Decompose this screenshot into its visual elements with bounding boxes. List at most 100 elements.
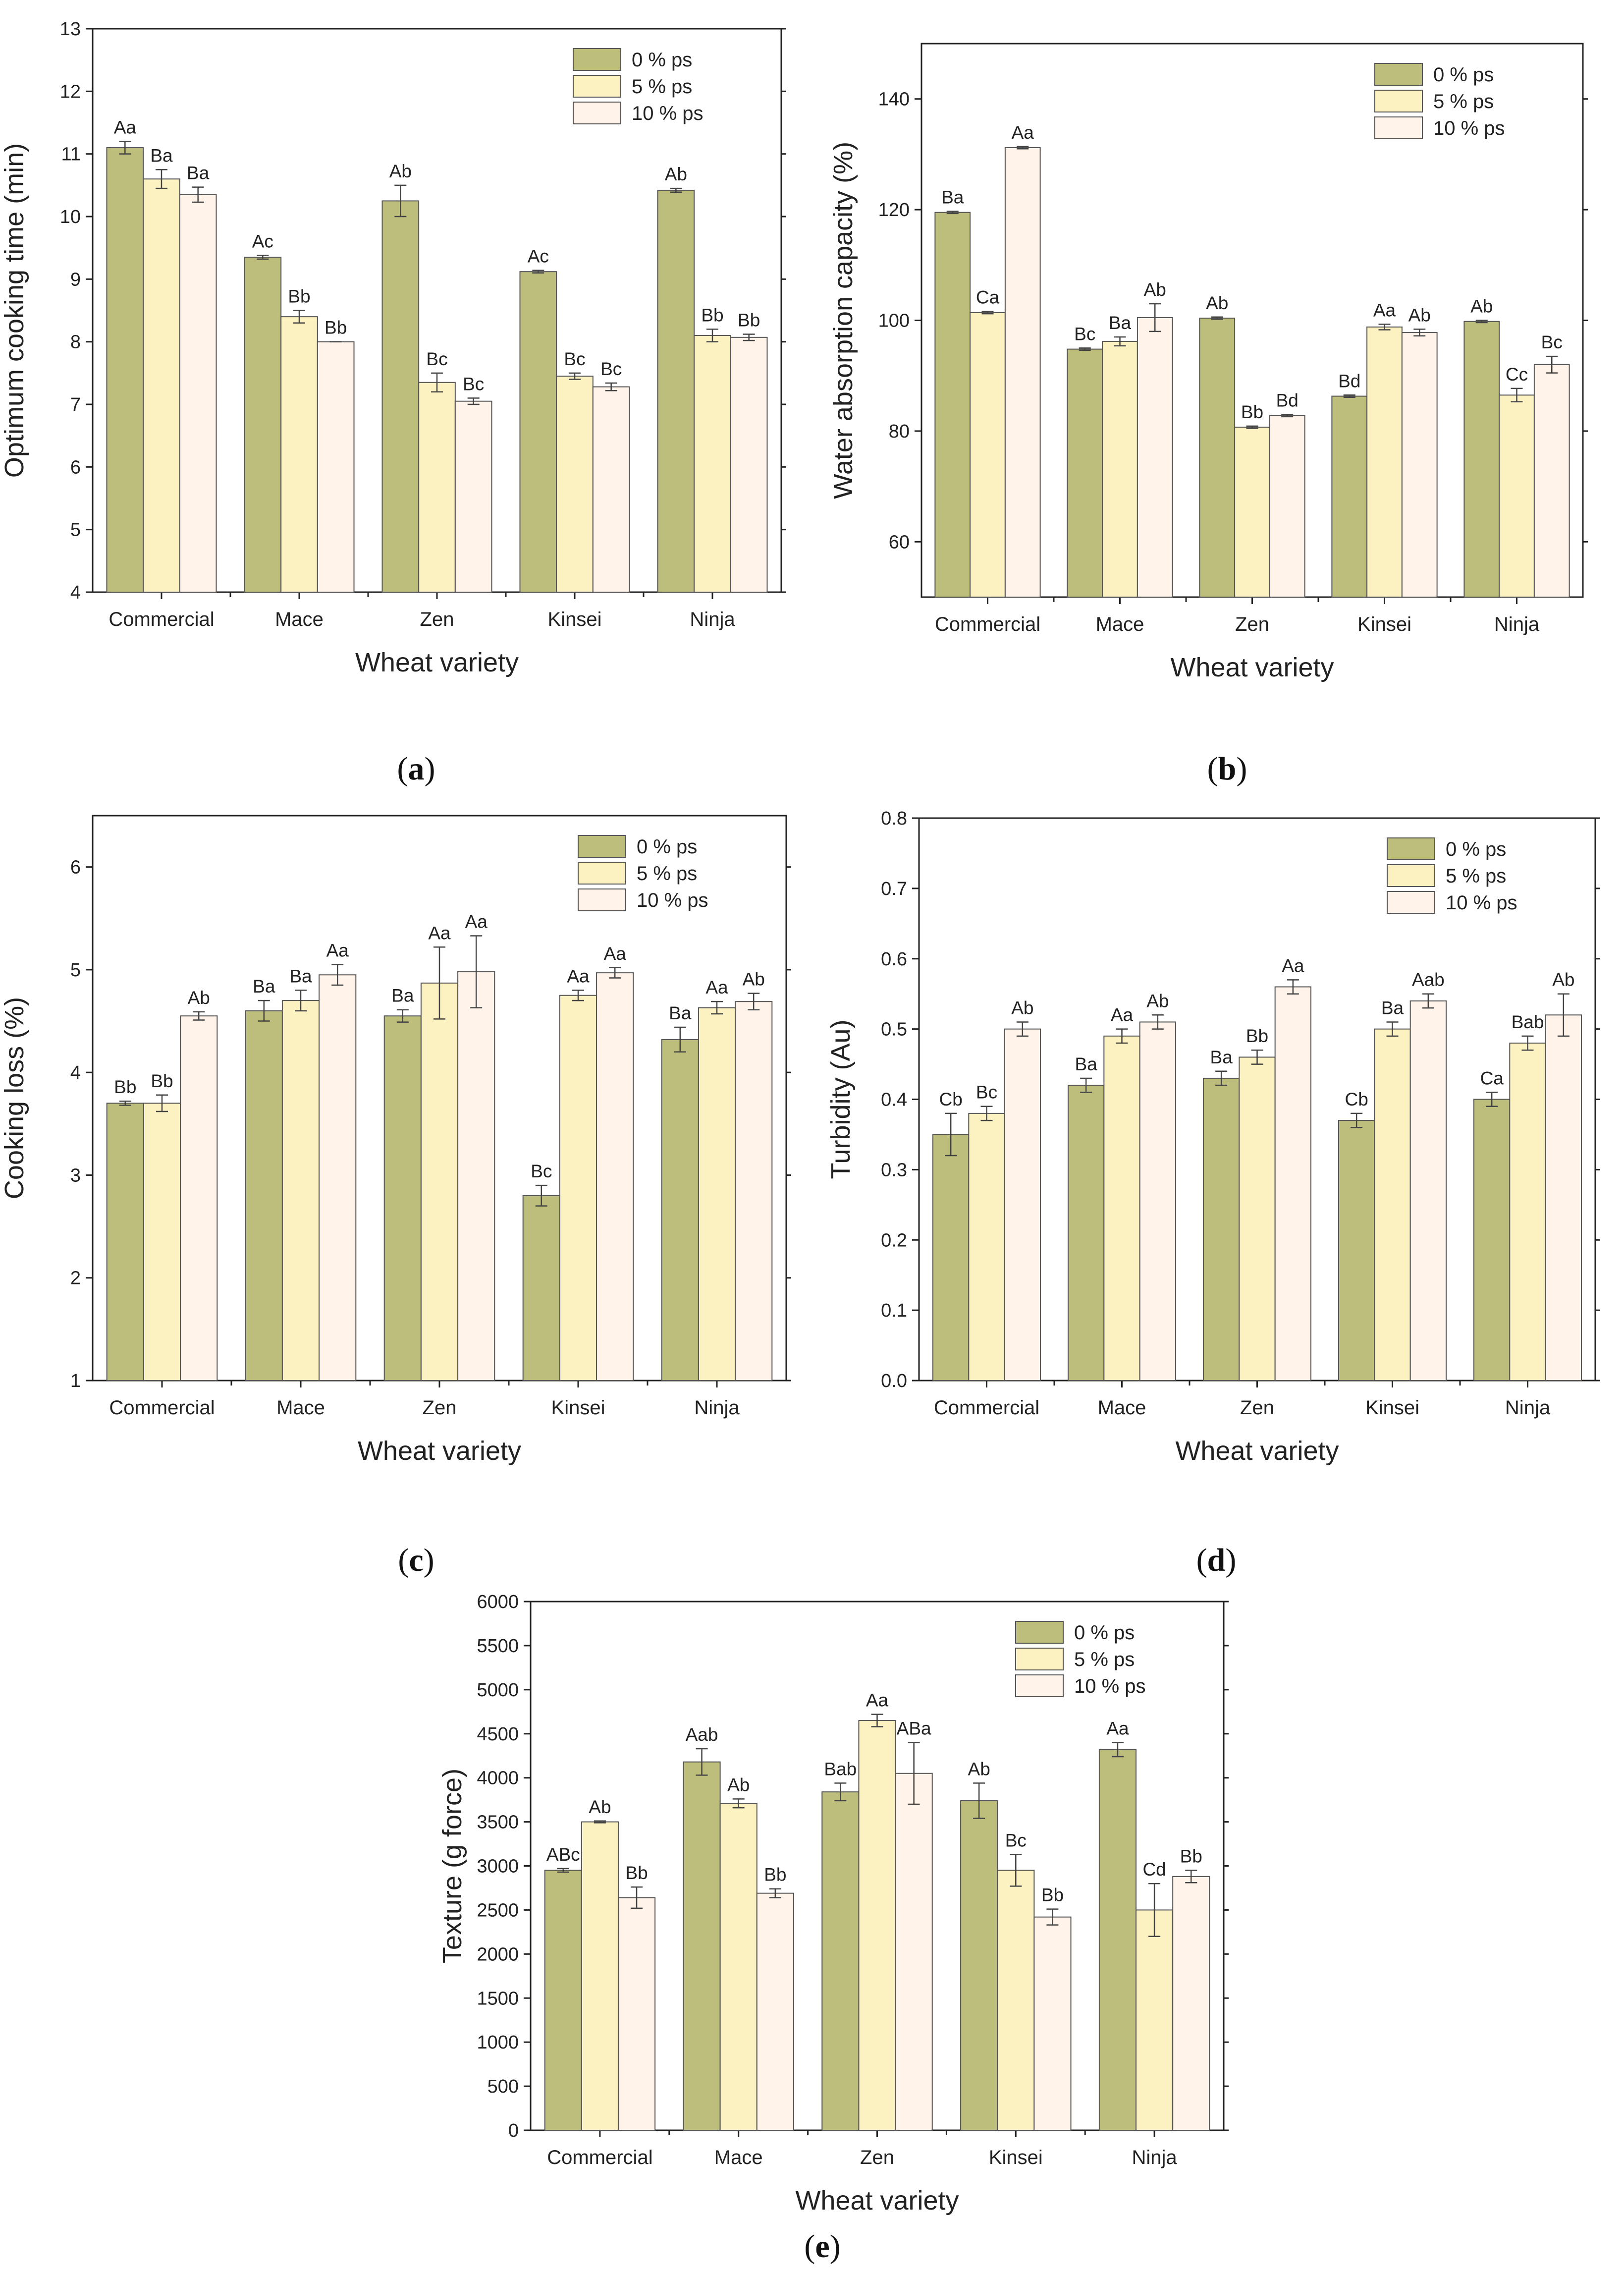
significance-label: Ab <box>1011 998 1033 1018</box>
y-tick-label: 3500 <box>477 1812 519 1833</box>
significance-label: Ab <box>727 1774 750 1795</box>
significance-label: Ca <box>976 287 1000 308</box>
bar-5ps-ninja <box>1499 394 1535 598</box>
bar-10ps-kinsei <box>596 972 634 1382</box>
bar-0ps-ninja <box>1463 321 1500 598</box>
y-tick-label: 5 <box>70 520 81 541</box>
significance-label: Bc <box>976 1082 997 1103</box>
legend-label: 10 % ps <box>637 889 708 911</box>
x-tick-label: Mace <box>714 2147 763 2168</box>
y-tick-label: 4000 <box>477 1768 519 1789</box>
significance-label: Cb <box>1345 1089 1368 1109</box>
bar-0ps-commercial <box>106 1103 144 1381</box>
x-tick-label: Mace <box>275 609 324 630</box>
caption-paren-open: ( <box>1196 1542 1207 1578</box>
bar-10ps-zen <box>895 1773 933 2131</box>
caption-letter: d <box>1207 1542 1226 1578</box>
chart-panel-b: 60 80 100 120 140 Water absorption capacity (… <box>828 43 1588 787</box>
bar-5ps-kinsei <box>556 376 594 593</box>
y-tick-label: 120 <box>878 200 910 221</box>
significance-label: Bb <box>288 286 310 307</box>
x-tick-label: Kinsei <box>548 609 602 630</box>
y-tick-label: 10 <box>60 207 81 227</box>
caption-letter: a <box>408 751 425 787</box>
significance-label: Ba <box>1109 313 1132 333</box>
bar-5ps-zen <box>1234 427 1270 598</box>
significance-label: Ba <box>669 1003 692 1023</box>
x-axis-title: Wheat variety <box>358 1436 521 1466</box>
y-tick-label: 0.3 <box>881 1160 907 1180</box>
bar-0ps-commercial <box>544 1870 582 2131</box>
x-tick-label: Kinsei <box>989 2147 1043 2168</box>
y-tick-label: 100 <box>878 311 910 332</box>
bar-5ps-commercial <box>970 312 1006 598</box>
legend-swatch <box>573 75 621 98</box>
significance-label: Bc <box>564 349 585 369</box>
bar-10ps-kinsei <box>1401 332 1438 598</box>
bar-0ps-kinsei <box>519 271 557 593</box>
x-tick-label: Ninja <box>690 609 735 630</box>
significance-label: Aa <box>326 941 349 961</box>
significance-label: Ba <box>941 187 964 207</box>
bar-10ps-kinsei <box>1409 1000 1447 1381</box>
y-axis-title: Turbidity (Au) <box>826 1019 856 1179</box>
bar-5ps-mace <box>1102 340 1138 598</box>
significance-label: Bb <box>114 1077 136 1097</box>
bar-5ps-kinsei <box>559 995 597 1381</box>
caption-letter: e <box>815 2228 829 2265</box>
bar-0ps-ninja <box>1098 1749 1137 2131</box>
bar-0ps-zen <box>1199 318 1236 598</box>
caption-paren-close: ) <box>425 751 435 787</box>
significance-label: Cc <box>1506 364 1528 385</box>
significance-label: Ab <box>389 161 412 181</box>
significance-label: Ac <box>252 231 273 251</box>
y-tick-label: 2500 <box>477 1900 519 1921</box>
bar-5ps-ninja <box>1509 1043 1546 1381</box>
legend-label: 0 % ps <box>1433 64 1494 86</box>
y-axis-title: Texture (g force) <box>437 1769 467 1963</box>
bar-10ps-ninja <box>1533 364 1570 598</box>
significance-label: Ba <box>1381 998 1404 1018</box>
x-tick-label: Mace <box>1098 1397 1146 1419</box>
legend-swatch <box>573 48 621 71</box>
x-tick-label: Mace <box>1096 613 1144 635</box>
panel-caption: (e) <box>804 2228 840 2265</box>
significance-label: Bb <box>151 1071 173 1091</box>
y-tick-label: 1000 <box>477 2032 519 2053</box>
caption-paren-open: ( <box>804 2228 815 2265</box>
significance-label: Aa <box>1282 955 1304 976</box>
bar-0ps-zen <box>821 1791 860 2131</box>
significance-label: Bb <box>325 318 347 338</box>
significance-label: Ab <box>1206 293 1228 313</box>
y-tick-label: 1 <box>70 1371 81 1391</box>
x-tick-label: Commercial <box>934 1397 1039 1419</box>
chart-panel-d: 0.0 0.1 0.2 0.3 0.4 0.5 0.6 0.7 0.8 Turbidity (Au… <box>826 808 1600 1578</box>
legend-label: 10 % ps <box>1433 117 1505 139</box>
bar-5ps-commercial <box>143 178 180 593</box>
caption-paren-close: ) <box>424 1542 434 1578</box>
bar-5ps-mace <box>280 316 318 593</box>
legend-swatch <box>573 102 621 124</box>
significance-label: Bb <box>738 310 760 331</box>
x-tick-label: Ninja <box>1494 613 1540 635</box>
legend: 0 % ps 5 % ps 10 % ps <box>1015 1621 1146 1697</box>
x-tick-label: Ninja <box>694 1397 740 1419</box>
bar-5ps-zen <box>420 982 459 1381</box>
significance-label: Cd <box>1142 1859 1166 1880</box>
x-tick-label: Zen <box>1240 1397 1274 1419</box>
significance-label: Ab <box>1552 970 1574 990</box>
y-tick-label: 13 <box>60 19 81 40</box>
legend-swatch <box>1015 1674 1064 1697</box>
legend-label: 5 % ps <box>1433 91 1494 112</box>
bar-0ps-kinsei <box>1331 395 1368 598</box>
x-axis-title: Wheat variety <box>355 648 519 677</box>
y-tick-label: 140 <box>878 89 910 110</box>
y-tick-label: 9 <box>70 269 81 290</box>
significance-label: Ba <box>1075 1054 1098 1074</box>
x-tick-label: Zen <box>423 1397 457 1419</box>
x-axis-title: Wheat variety <box>795 2186 959 2216</box>
significance-label: Aab <box>1412 970 1445 990</box>
x-tick-label: Commercial <box>935 613 1040 635</box>
bar-10ps-commercial <box>1004 147 1041 598</box>
